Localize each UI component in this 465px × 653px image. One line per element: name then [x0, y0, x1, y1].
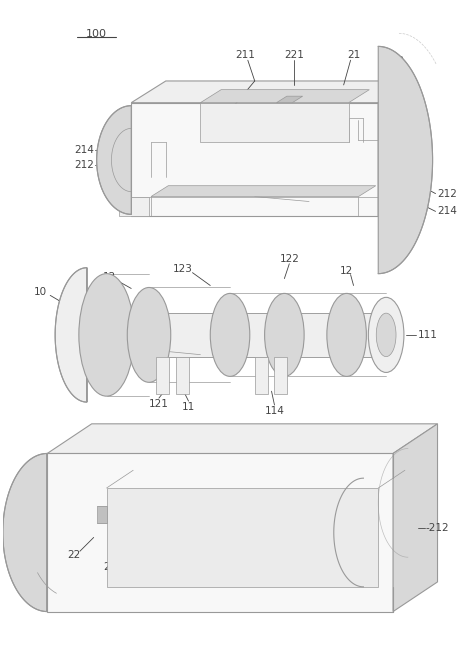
Text: 214: 214: [74, 145, 93, 155]
Text: 211: 211: [235, 50, 255, 60]
Polygon shape: [131, 103, 378, 216]
Polygon shape: [393, 424, 438, 612]
Text: 211: 211: [156, 570, 176, 580]
Ellipse shape: [368, 297, 404, 372]
Polygon shape: [274, 357, 287, 394]
Text: 12: 12: [103, 272, 116, 281]
Text: 121: 121: [149, 399, 169, 409]
Text: 212: 212: [74, 160, 93, 170]
Polygon shape: [92, 313, 388, 357]
Ellipse shape: [210, 293, 250, 376]
Ellipse shape: [376, 313, 396, 357]
Text: 123: 123: [173, 264, 193, 274]
Text: 221: 221: [284, 50, 304, 60]
Text: -212: -212: [425, 522, 449, 533]
Polygon shape: [97, 506, 106, 522]
Polygon shape: [106, 488, 378, 587]
Polygon shape: [47, 453, 393, 612]
Text: 22: 22: [67, 550, 80, 560]
Ellipse shape: [327, 293, 366, 376]
Text: 22: 22: [392, 56, 405, 66]
Ellipse shape: [79, 274, 134, 396]
Ellipse shape: [127, 287, 171, 382]
Polygon shape: [176, 357, 188, 394]
Polygon shape: [200, 103, 349, 142]
Text: 221: 221: [104, 562, 123, 572]
Text: 122: 122: [279, 254, 299, 264]
Text: 114: 114: [265, 406, 285, 416]
Text: 10: 10: [34, 287, 47, 297]
Text: 11: 11: [182, 402, 195, 412]
Polygon shape: [47, 424, 438, 453]
Polygon shape: [255, 357, 267, 394]
Polygon shape: [131, 81, 413, 103]
Text: 100: 100: [86, 29, 107, 39]
Polygon shape: [3, 453, 47, 612]
Text: 21: 21: [347, 50, 360, 60]
Text: 214: 214: [438, 206, 458, 216]
Polygon shape: [378, 46, 432, 274]
Polygon shape: [156, 357, 169, 394]
Text: 12: 12: [340, 266, 353, 276]
Polygon shape: [55, 268, 87, 402]
Polygon shape: [378, 81, 413, 216]
Polygon shape: [277, 96, 303, 103]
Polygon shape: [120, 197, 149, 216]
Text: 212: 212: [438, 189, 458, 199]
Polygon shape: [151, 185, 376, 197]
Polygon shape: [200, 89, 369, 103]
Ellipse shape: [265, 293, 304, 376]
Text: 111: 111: [418, 330, 438, 340]
Polygon shape: [97, 106, 131, 214]
